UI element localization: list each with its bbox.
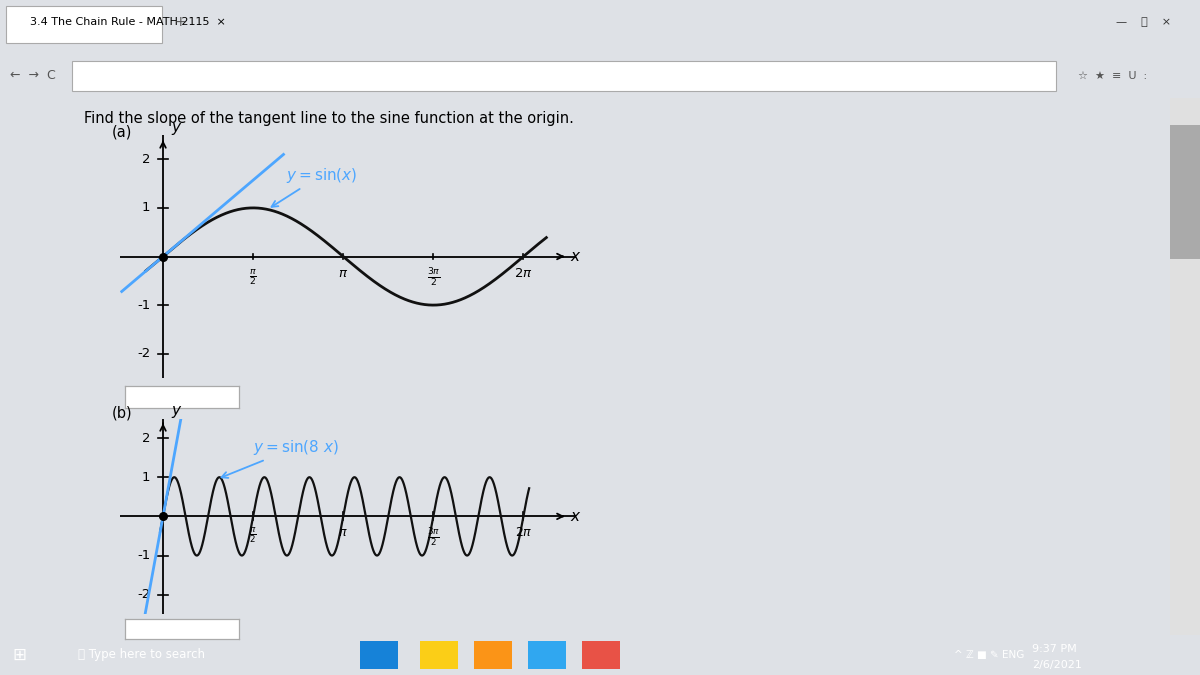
Bar xyxy=(582,641,620,669)
Text: 2: 2 xyxy=(142,431,150,445)
Text: $y = \sin(x)$: $y = \sin(x)$ xyxy=(271,165,358,207)
Text: 3.4 The Chain Rule - MATH 2115  ×: 3.4 The Chain Rule - MATH 2115 × xyxy=(30,17,226,27)
Bar xyxy=(1170,125,1200,259)
Text: $2\pi$: $2\pi$ xyxy=(514,267,533,280)
Text: -1: -1 xyxy=(137,549,150,562)
Text: 🔍 Type here to search: 🔍 Type here to search xyxy=(78,648,205,662)
Text: $y = \sin(8\ x)$: $y = \sin(8\ x)$ xyxy=(222,438,340,478)
Text: (b): (b) xyxy=(112,405,132,420)
Text: $\frac{3\pi}{2}$: $\frac{3\pi}{2}$ xyxy=(427,526,439,548)
Text: ←  →  C: ← → C xyxy=(10,70,55,82)
Text: 1: 1 xyxy=(142,201,150,215)
Text: x: x xyxy=(570,509,580,524)
Text: webassign.net/web/Student/Assignment-Responses/submit?dep=25831760&tags=autosave: webassign.net/web/Student/Assignment-Res… xyxy=(78,71,584,81)
Text: $\frac{\pi}{2}$: $\frac{\pi}{2}$ xyxy=(250,526,257,545)
Text: —    ⬜    ×: — ⬜ × xyxy=(1116,17,1171,27)
Text: $\frac{3\pi}{2}$: $\frac{3\pi}{2}$ xyxy=(426,267,440,290)
Text: -2: -2 xyxy=(137,347,150,360)
Bar xyxy=(1170,98,1200,634)
Bar xyxy=(72,61,1056,91)
Bar xyxy=(528,641,566,669)
Text: +: + xyxy=(174,15,186,29)
Text: y: y xyxy=(172,404,181,418)
Text: ☆  ★  ≡  U  :: ☆ ★ ≡ U : xyxy=(1078,71,1147,81)
Text: (a): (a) xyxy=(112,125,132,140)
Text: -1: -1 xyxy=(137,298,150,312)
Text: -2: -2 xyxy=(137,588,150,601)
Text: 2: 2 xyxy=(142,153,150,166)
Bar xyxy=(420,641,458,669)
Bar xyxy=(474,641,512,669)
Text: Find the slope of the tangent line to the sine function at the origin.: Find the slope of the tangent line to th… xyxy=(84,111,574,126)
Text: ^ ℤ ■ ✎ ENG: ^ ℤ ■ ✎ ENG xyxy=(954,650,1025,659)
Text: 9:37 PM: 9:37 PM xyxy=(1032,644,1076,653)
Text: 1: 1 xyxy=(142,470,150,484)
Text: $\pi$: $\pi$ xyxy=(338,526,348,539)
Text: $\frac{\pi}{2}$: $\frac{\pi}{2}$ xyxy=(250,267,257,287)
Bar xyxy=(360,641,398,669)
Text: x: x xyxy=(570,249,580,264)
Text: $\pi$: $\pi$ xyxy=(338,267,348,280)
Bar xyxy=(6,5,162,43)
Text: $2\pi$: $2\pi$ xyxy=(515,526,533,539)
Text: 2/6/2021: 2/6/2021 xyxy=(1032,660,1082,670)
Text: y: y xyxy=(172,120,181,135)
Text: ⊞: ⊞ xyxy=(12,646,26,664)
